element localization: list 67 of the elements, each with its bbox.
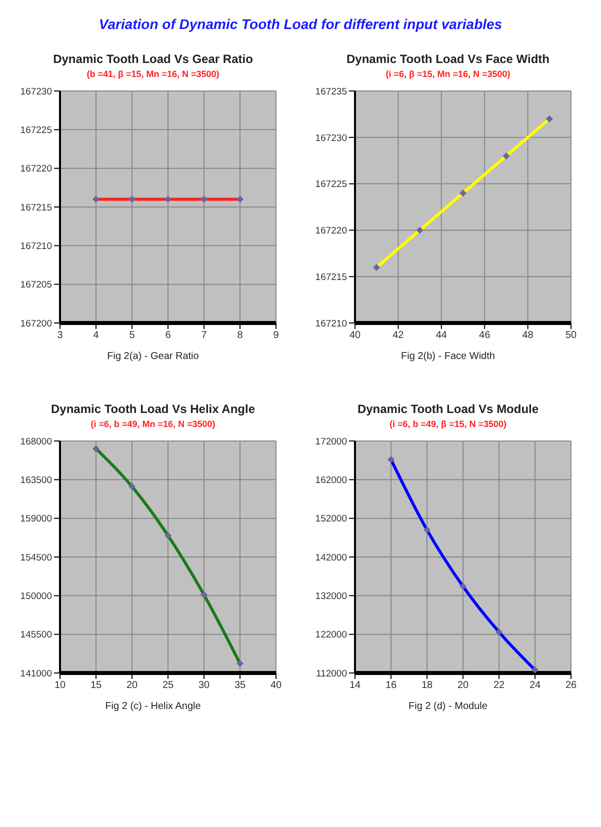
y-tick-label: 167230 [315, 132, 347, 144]
chart-subtitle: (i =6, β =15, Mn =16, N =3500) [384, 69, 512, 79]
x-tick-label: 22 [493, 680, 505, 692]
text: Variation of Dynamic Tooth Load for different input variables [98, 16, 504, 32]
y-tick-label: 167230 [20, 86, 52, 98]
y-tick-label: 167215 [20, 202, 52, 214]
y-tick-label: 132000 [315, 591, 347, 602]
y-tick-label: 167210 [20, 241, 52, 252]
x-tick-label: 18 [421, 680, 433, 692]
chart-subtitle: (i =6, b =49, β =15, N =3500) [388, 419, 508, 429]
x-tick-label: 20 [457, 680, 469, 692]
x-tick-label: 5 [129, 330, 136, 342]
y-tick-label: 142000 [315, 552, 347, 564]
y-tick-label: 152000 [315, 514, 347, 525]
y-tick-label: 167220 [315, 226, 347, 237]
x-tick-label: 16 [385, 680, 397, 692]
x-tick-label: 14 [349, 680, 361, 692]
y-tick-label: 167220 [20, 164, 52, 175]
x-tick-label: 44 [436, 330, 448, 342]
x-tick-label: 48 [522, 330, 534, 342]
x-tick-label: 26 [565, 680, 577, 692]
x-tick-label: 7 [201, 330, 208, 342]
y-tick-label: 154500 [20, 552, 52, 564]
x-tick-label: 25 [162, 680, 174, 692]
y-tick-label: 159000 [20, 514, 52, 525]
x-tick-label: 40 [270, 680, 282, 692]
y-tick-label: 167235 [315, 86, 347, 98]
chart-title: Dynamic Tooth Load Vs Face Width [345, 52, 551, 66]
x-tick-label: 50 [565, 330, 577, 342]
x-tick-label: 24 [529, 680, 541, 692]
x-tick-label: 9 [273, 330, 280, 342]
y-tick-label: 112000 [316, 668, 347, 680]
chart-title: Dynamic Tooth Load Vs Helix Angle [50, 402, 256, 416]
y-tick-label: 168000 [20, 436, 52, 448]
x-tick-label: 3 [57, 330, 64, 342]
y-tick-label: 163500 [20, 475, 52, 486]
chart-subtitle: (i =6, b =49, Mn =16, N =3500) [90, 419, 216, 429]
x-tick-label: 30 [198, 680, 210, 692]
x-tick-label: 15 [90, 680, 102, 692]
x-axis-title: Fig 2 (c) - Helix Angle [104, 701, 202, 712]
x-tick-label: 20 [126, 680, 138, 692]
x-tick-label: 4 [93, 330, 100, 342]
chart-title: Dynamic Tooth Load Vs Module [356, 402, 540, 416]
y-tick-label: 167225 [315, 179, 347, 190]
x-axis-title: Fig 2(a) - Gear Ratio [106, 351, 200, 362]
y-tick-label: 122000 [315, 630, 347, 641]
y-tick-label: 162000 [315, 475, 347, 486]
y-tick-label: 167205 [20, 280, 52, 291]
y-tick-label: 172000 [315, 436, 347, 448]
x-axis-title: Fig 2(b) - Face Width [400, 351, 496, 362]
x-tick-label: 8 [237, 330, 244, 342]
y-tick-label: 167200 [20, 318, 52, 330]
x-tick-label: 40 [349, 330, 361, 342]
y-tick-label: 167215 [315, 272, 347, 283]
x-tick-label: 46 [479, 330, 491, 342]
chart-subtitle: (b =41, β =15, Mn =16, N =3500) [86, 69, 220, 79]
y-tick-label: 141000 [20, 668, 52, 680]
y-tick-label: 167225 [20, 125, 52, 136]
x-tick-label: 6 [165, 330, 172, 342]
y-tick-label: 145500 [20, 630, 52, 641]
x-tick-label: 42 [392, 330, 404, 342]
chart-title: Dynamic Tooth Load Vs Gear Ratio [52, 52, 254, 66]
x-tick-label: 35 [234, 680, 246, 692]
x-axis-title: Fig 2 (d) - Module [408, 701, 488, 712]
y-tick-label: 150000 [20, 591, 52, 602]
x-tick-label: 10 [54, 680, 66, 692]
y-tick-label: 167210 [315, 318, 347, 330]
